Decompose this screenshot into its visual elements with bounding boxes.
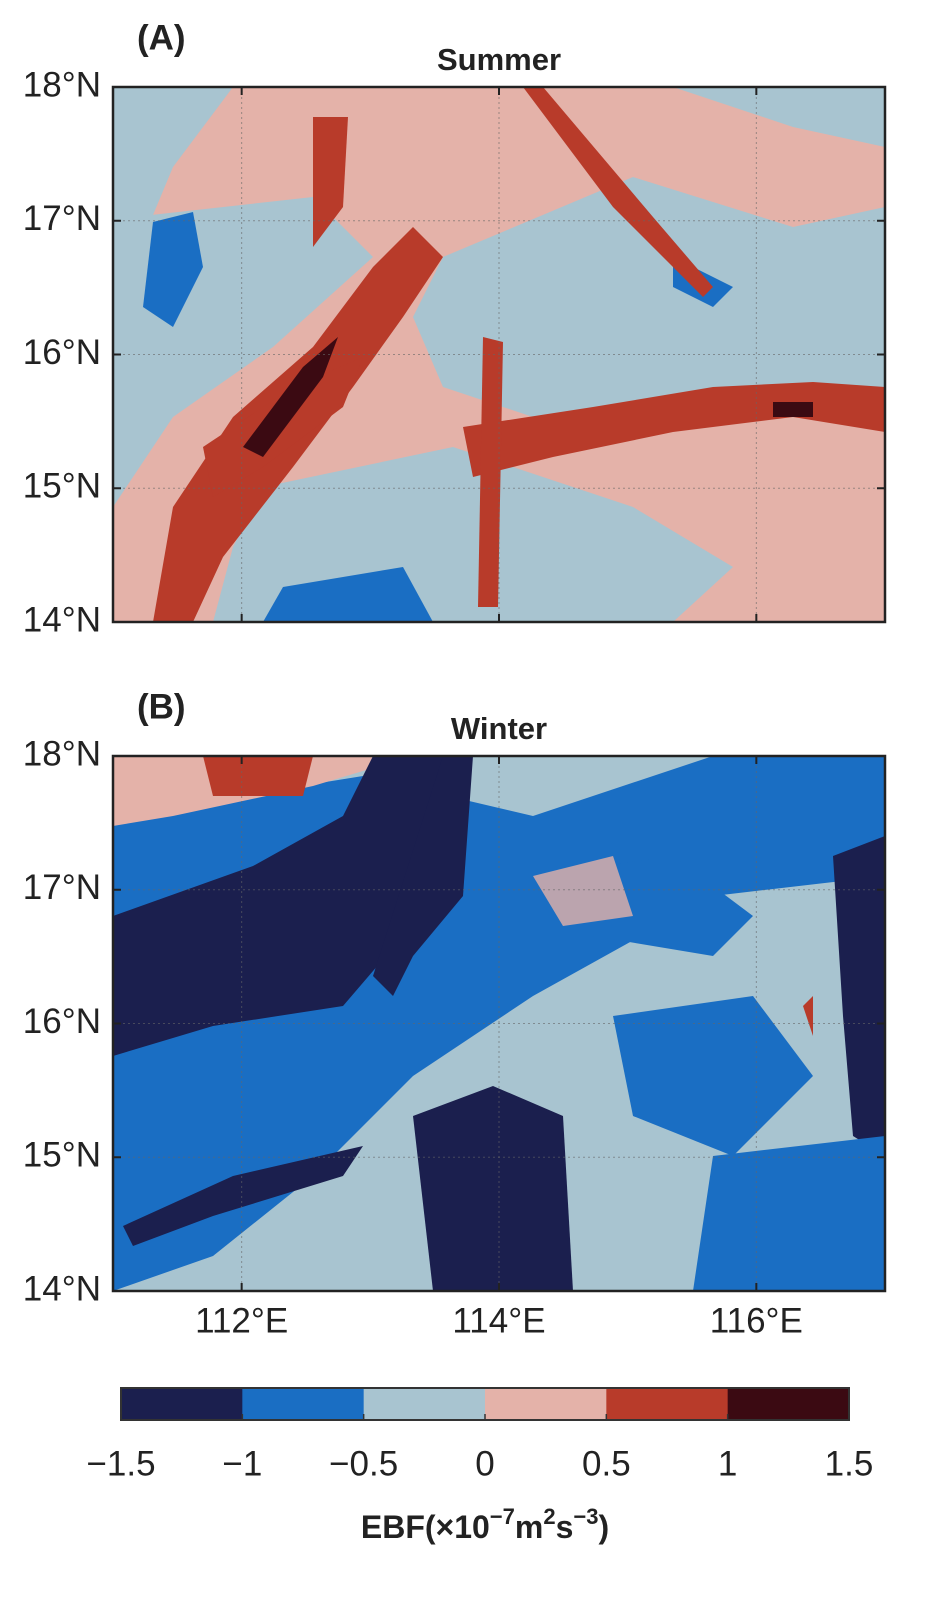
colorbar-tick-label: 0.5 [582,1444,631,1483]
plot-frame [111,754,887,1293]
colorbar-swatch [485,1388,607,1420]
colorbar-label-part: s [556,1509,574,1545]
colorbar-swatch [121,1388,243,1420]
lat-tick-label: 16°N [23,1002,101,1041]
panel-label: (A) [137,18,186,57]
lat-tick-label: 14°N [23,600,101,639]
colorbar-swatch [363,1388,486,1420]
lat-tick-label: 17°N [23,199,101,238]
colorbar-label: EBF(×10−7m2s−3) [361,1504,609,1546]
lat-tick-label: 17°N [23,868,101,907]
colorbar-tick-label: 1.5 [825,1444,874,1483]
colorbar-label-part: −7 [490,1504,515,1529]
colorbar-tick-label: −1.5 [86,1444,155,1483]
lat-tick-label: 18°N [23,734,101,773]
lat-tick-label: 15°N [23,1136,101,1175]
panel-title: Winter [451,711,547,746]
colorbar-label-part: ) [598,1509,609,1545]
panel-title: Summer [437,42,561,77]
plot-frame [111,85,887,624]
colorbar-label-part: −3 [573,1504,598,1529]
colorbar-label-part: m [515,1509,543,1545]
colorbar-swatch [606,1388,729,1420]
colorbar-label-part: EBF(×10 [361,1509,490,1545]
lat-tick-label: 16°N [23,333,101,372]
colorbar-tick-label: 0 [475,1444,494,1483]
colorbar-tick-label: 1 [718,1444,737,1483]
colorbar-swatch [727,1388,850,1420]
colorbar-label-part: 2 [543,1504,555,1529]
colorbar-tick-label: −0.5 [329,1444,398,1483]
lat-tick-label: 18°N [23,65,101,104]
colorbar-swatch [242,1388,365,1420]
field-summer [113,87,885,622]
colorbar-tick-label: −1 [222,1444,262,1483]
lat-tick-label: 15°N [23,467,101,506]
lon-tick-label: 112°E [195,1301,288,1340]
lat-tick-label: 14°N [23,1269,101,1308]
lon-tick-label: 114°E [452,1301,545,1340]
panel-label: (B) [137,687,186,726]
lon-tick-label: 116°E [710,1301,803,1340]
